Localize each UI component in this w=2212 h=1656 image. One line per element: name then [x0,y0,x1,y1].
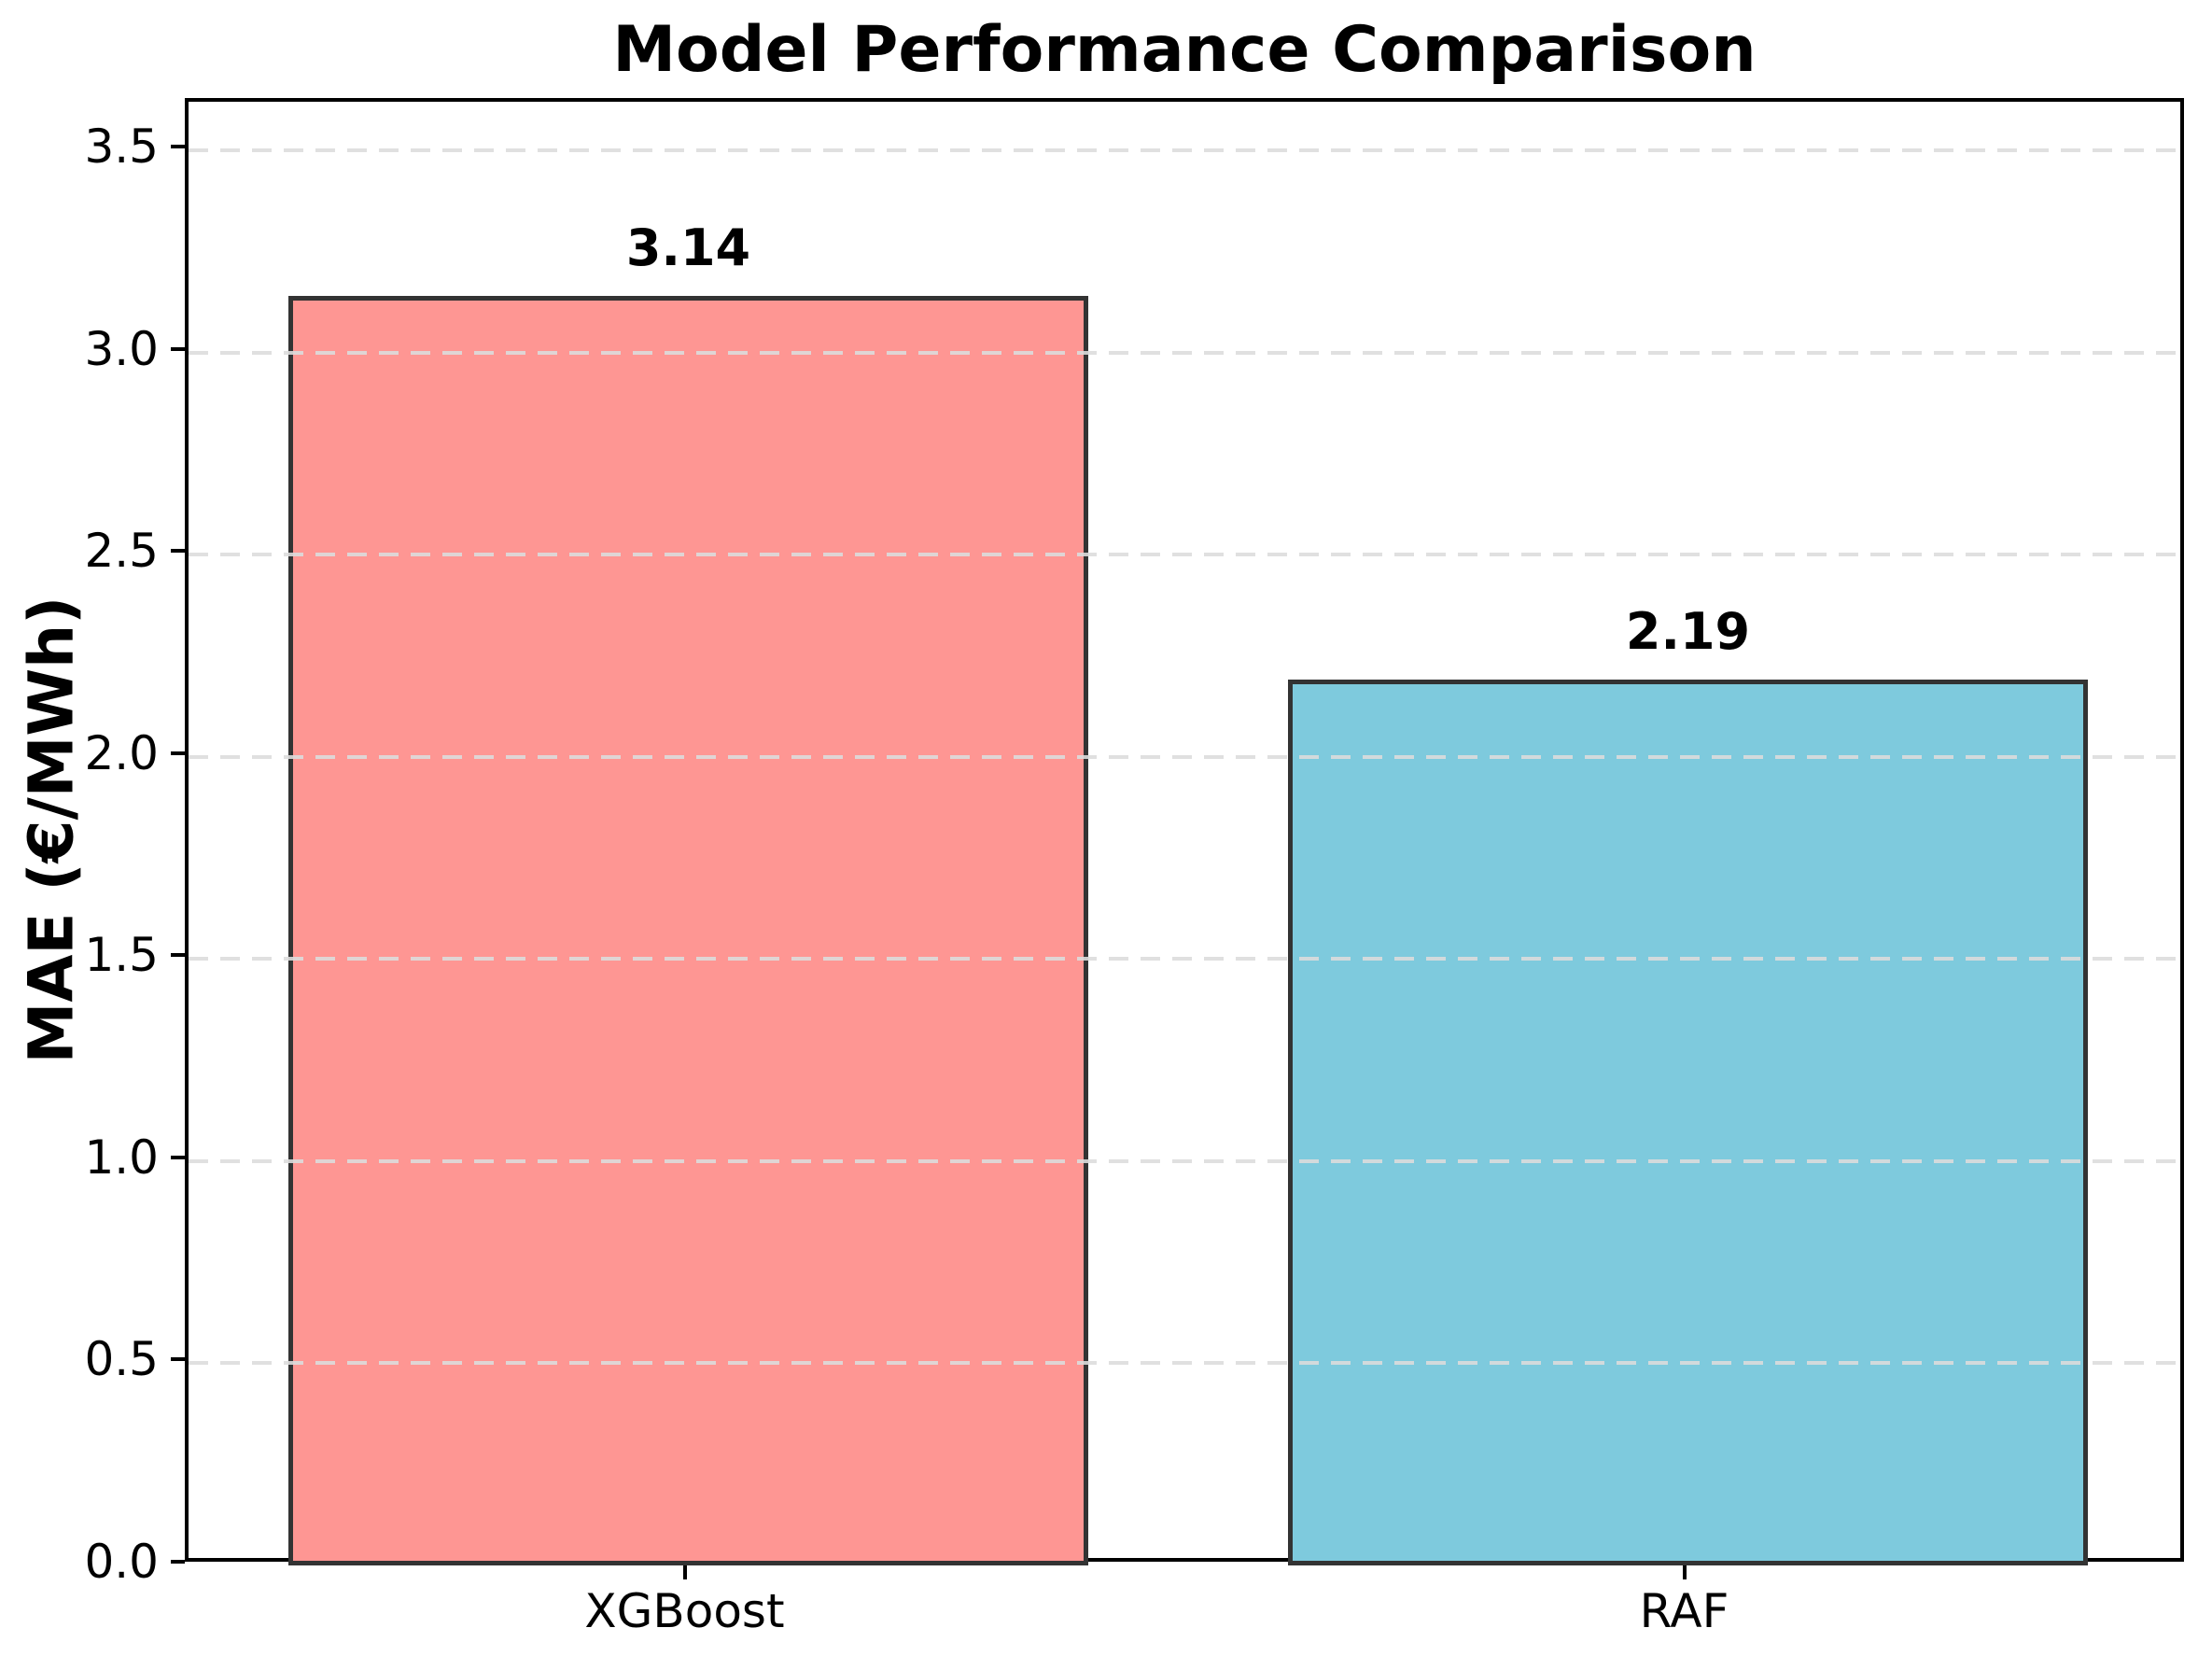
y-tick-label: 0.5 [84,1332,159,1387]
x-tick-label: RAF [1639,1584,1729,1638]
gridline [189,1361,2180,1366]
y-tick-label: 2.5 [84,524,159,579]
chart-title: Model Performance Comparison [612,13,1757,87]
x-tick-label: XGBoost [584,1584,785,1638]
bar-raf [1288,680,2088,1565]
y-tick-mark [171,1357,185,1362]
gridline [189,350,2180,355]
y-tick-mark [171,549,185,554]
y-tick-label: 2.0 [84,725,159,780]
y-tick-label: 0.0 [84,1535,159,1589]
y-tick-mark [171,1560,185,1564]
y-tick-mark [171,751,185,755]
gridline [189,147,2180,152]
gridline [189,553,2180,557]
gridline [189,957,2180,961]
y-tick-mark [171,1155,185,1159]
x-tick-mark [1682,1565,1687,1579]
y-axis-label: MAE (€/MWh) [15,596,88,1064]
y-tick-label: 1.5 [84,928,159,983]
x-tick-mark [682,1565,687,1579]
y-tick-label: 3.5 [84,119,159,174]
y-tick-mark [171,953,185,958]
bar-xgboost [288,295,1088,1565]
bar-value-label: 2.19 [1625,602,1751,662]
y-tick-mark [171,144,185,148]
bar-value-label: 3.14 [625,218,751,277]
y-tick-label: 3.0 [84,321,159,376]
gridline [189,1158,2180,1163]
gridline [189,754,2180,759]
plot-area: 3.14 2.19 [185,98,2184,1565]
y-tick-label: 1.0 [84,1130,159,1185]
y-tick-mark [171,346,185,351]
